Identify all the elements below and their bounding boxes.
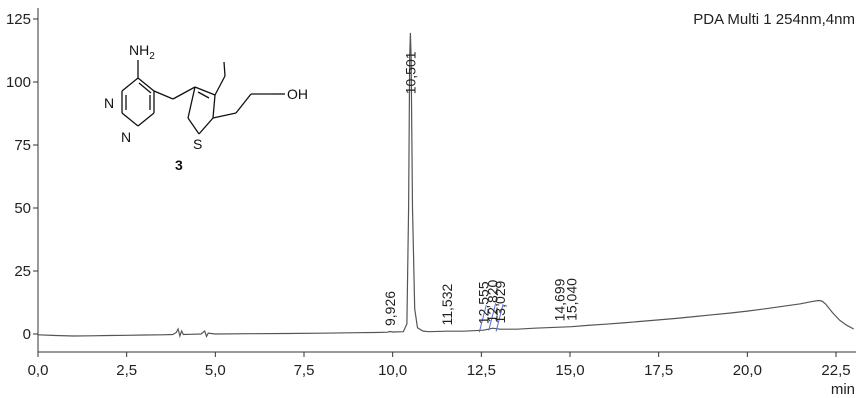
chart-title: PDA Multi 1 254nm,4nm <box>693 11 855 28</box>
peak-label: 12,555 <box>475 281 491 324</box>
chemical-structure-thiamine-like <box>121 60 285 135</box>
peak-label: 12,820 <box>485 279 501 322</box>
x-tick-label: 15,0 <box>555 362 584 379</box>
y-tick-label: 0 <box>23 326 31 343</box>
x-tick-label: 10,0 <box>378 362 407 379</box>
peak-label: 14,699 <box>551 278 567 321</box>
x-tick-label: 12,5 <box>467 362 496 379</box>
chromatogram-trace <box>37 32 854 339</box>
peak-label: 13,029 <box>492 280 508 323</box>
x-tick-label: 5,0 <box>205 362 226 379</box>
y-tick-label: 100 <box>6 74 31 91</box>
x-tick-label: 2,5 <box>116 362 137 379</box>
compound-number: 3 <box>175 157 183 173</box>
peak-label: 9,926 <box>382 291 398 326</box>
amine-label: NH2 <box>129 42 155 62</box>
x-axis-label: min <box>831 381 855 398</box>
peak-label: 11,532 <box>439 284 455 326</box>
peak-marker <box>478 304 487 333</box>
y-ticks: 0 25 50 75 100 125 <box>6 11 38 343</box>
y-tick-label: 125 <box>6 11 31 28</box>
y-tick-label: 75 <box>14 137 31 154</box>
ring-nitrogen-2: N <box>121 129 131 145</box>
peak-label: 15,040 <box>563 278 579 321</box>
hydroxyl-label: OH <box>287 86 308 102</box>
chart-axes <box>37 8 856 353</box>
x-tick-label: 20,0 <box>733 362 762 379</box>
peak-marker <box>495 304 504 332</box>
x-tick-label: 0,0 <box>28 362 49 379</box>
ring-nitrogen-1: N <box>104 95 114 111</box>
peak-label: 10,501 <box>402 51 418 94</box>
y-tick-label: 25 <box>14 263 31 280</box>
x-ticks: 0,0 2,5 5,0 7,5 10,0 12,5 15,0 17,5 20,0 22,5 <box>28 352 851 379</box>
x-tick-label: 17,5 <box>644 362 673 379</box>
peak-marker <box>488 303 497 331</box>
y-tick-label: 50 <box>14 200 31 217</box>
x-tick-label: 7,5 <box>294 362 315 379</box>
sulfur-label: S <box>193 136 202 152</box>
x-tick-label: 22,5 <box>821 362 850 379</box>
